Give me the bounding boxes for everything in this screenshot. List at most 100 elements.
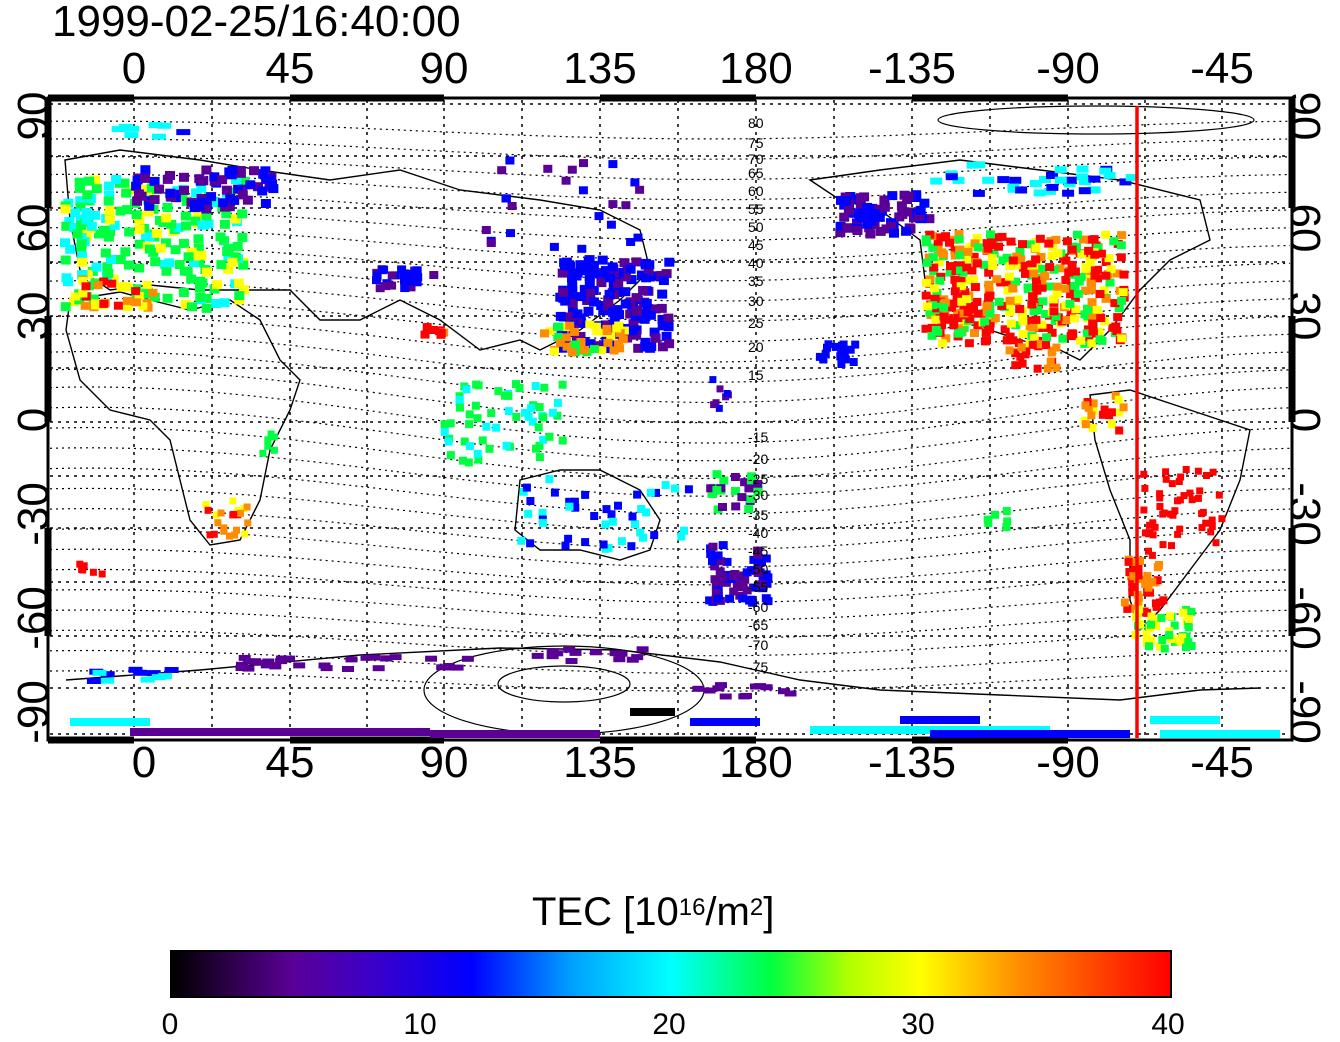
- tec-pixel: [631, 293, 642, 303]
- tec-pixel: [591, 322, 601, 331]
- tec-pixel: [91, 262, 102, 272]
- tec-pixel: [1014, 339, 1023, 348]
- tec-pixel: [86, 221, 97, 231]
- tec-pixel: [261, 174, 272, 184]
- tec-pixel: [950, 275, 960, 284]
- tec-pixel: [613, 656, 626, 663]
- tec-pixel: [725, 594, 735, 603]
- tec-pixel: [1007, 185, 1020, 193]
- tec-pixel: [919, 198, 930, 208]
- tec-pixel: [1038, 264, 1048, 273]
- tec-pixel: [937, 321, 947, 330]
- tec-pixel: [980, 318, 990, 327]
- tec-pixel: [738, 693, 751, 700]
- tec-pixel: [1147, 612, 1156, 621]
- tec-pixel: [597, 346, 607, 355]
- tec-pixel: [92, 669, 107, 676]
- tec-pixel: [548, 408, 557, 417]
- tec-pixel: [627, 542, 636, 551]
- top-tick-label: 0: [121, 44, 147, 93]
- tec-pixel: [270, 446, 278, 454]
- tec-pixel: [201, 303, 212, 313]
- tec-pixel: [225, 193, 236, 203]
- tec-pixel: [1083, 304, 1092, 313]
- tec-pixel: [1082, 329, 1092, 338]
- tec-pixel: [1130, 557, 1138, 566]
- tec-pixel: [91, 301, 100, 310]
- tec-pixel: [630, 311, 641, 321]
- tec-pixel: [1054, 176, 1067, 184]
- tec-pixel: [1055, 264, 1065, 273]
- tec-pixel: [494, 387, 503, 396]
- tec-pixel: [964, 302, 974, 310]
- tec-pixel: [1107, 420, 1116, 429]
- tec-pixel: [567, 348, 577, 357]
- tec-pixel: [661, 481, 670, 490]
- tec-pixel: [372, 665, 385, 672]
- tec-pixel: [840, 348, 849, 357]
- tec-pixel: [131, 287, 141, 296]
- tec-pixel: [1092, 305, 1102, 314]
- tec-observations: [60, 122, 1280, 738]
- tec-pixel: [1029, 180, 1042, 187]
- tec-band: [130, 728, 430, 736]
- tec-pixel: [1207, 528, 1215, 536]
- tec-pixel: [100, 248, 111, 258]
- tec-pixel: [474, 381, 483, 390]
- tec-pixel: [993, 233, 1003, 242]
- tec-pixel: [1051, 235, 1061, 244]
- tec-pixel: [575, 260, 586, 270]
- tec-pixel: [202, 501, 210, 508]
- tec-pixel: [230, 510, 238, 518]
- top-tick-label: 180: [719, 44, 793, 93]
- tec-pixel: [1095, 290, 1105, 298]
- tec-pixel: [962, 295, 971, 304]
- colorbar-title-unit-exponent: 2: [749, 894, 764, 921]
- tec-pixel: [735, 579, 745, 588]
- tec-pixel: [1039, 176, 1051, 183]
- tec-pixel: [146, 670, 161, 677]
- tec-pixel: [545, 432, 554, 441]
- tec-pixel: [492, 423, 501, 432]
- tec-pixel: [241, 530, 249, 538]
- tec-pixel: [1032, 276, 1041, 285]
- tec-pixel: [252, 659, 265, 666]
- tec-pixel: [372, 276, 381, 285]
- tec-pixel: [1120, 598, 1129, 607]
- tec-pixel: [487, 409, 496, 418]
- tec-pixel: [1187, 642, 1196, 650]
- tec-pixel: [614, 501, 622, 510]
- tec-pixel: [115, 206, 126, 216]
- tec-pixel: [1043, 364, 1052, 373]
- tec-pixel: [100, 677, 115, 684]
- tec-pixel: [80, 562, 88, 570]
- tec-pixel: [231, 531, 239, 539]
- tec-pixel: [604, 544, 613, 552]
- tec-pixel: [1153, 576, 1162, 585]
- tec-pixel: [106, 255, 116, 264]
- tec-pixel: [652, 488, 660, 497]
- tec-pixel: [1175, 635, 1184, 644]
- tec-pixel: [76, 239, 87, 249]
- tec-pixel: [1088, 186, 1101, 194]
- tec-pixel: [233, 278, 244, 288]
- tec-pixel: [744, 505, 754, 514]
- lat-lon-grid: [50, 100, 1290, 738]
- tec-pixel: [1047, 252, 1057, 260]
- contour-label: 65: [748, 165, 764, 181]
- tec-pixel: [504, 407, 513, 416]
- tec-pixel: [1111, 322, 1121, 331]
- tec-pixel: [387, 281, 397, 290]
- tec-pixel: [531, 382, 540, 390]
- tec-pixel: [524, 509, 533, 518]
- tec-pixel: [819, 355, 828, 364]
- tec-pixel: [972, 234, 982, 243]
- tec-pixel: [1085, 235, 1094, 244]
- tec-pixel: [640, 258, 651, 268]
- tec-pixel: [570, 340, 580, 349]
- tec-pixel: [192, 209, 203, 219]
- tec-pixel: [921, 291, 931, 300]
- magnetic-pole-contour: [497, 665, 631, 703]
- tec-pixel: [565, 502, 574, 511]
- tec-pixel: [982, 239, 992, 248]
